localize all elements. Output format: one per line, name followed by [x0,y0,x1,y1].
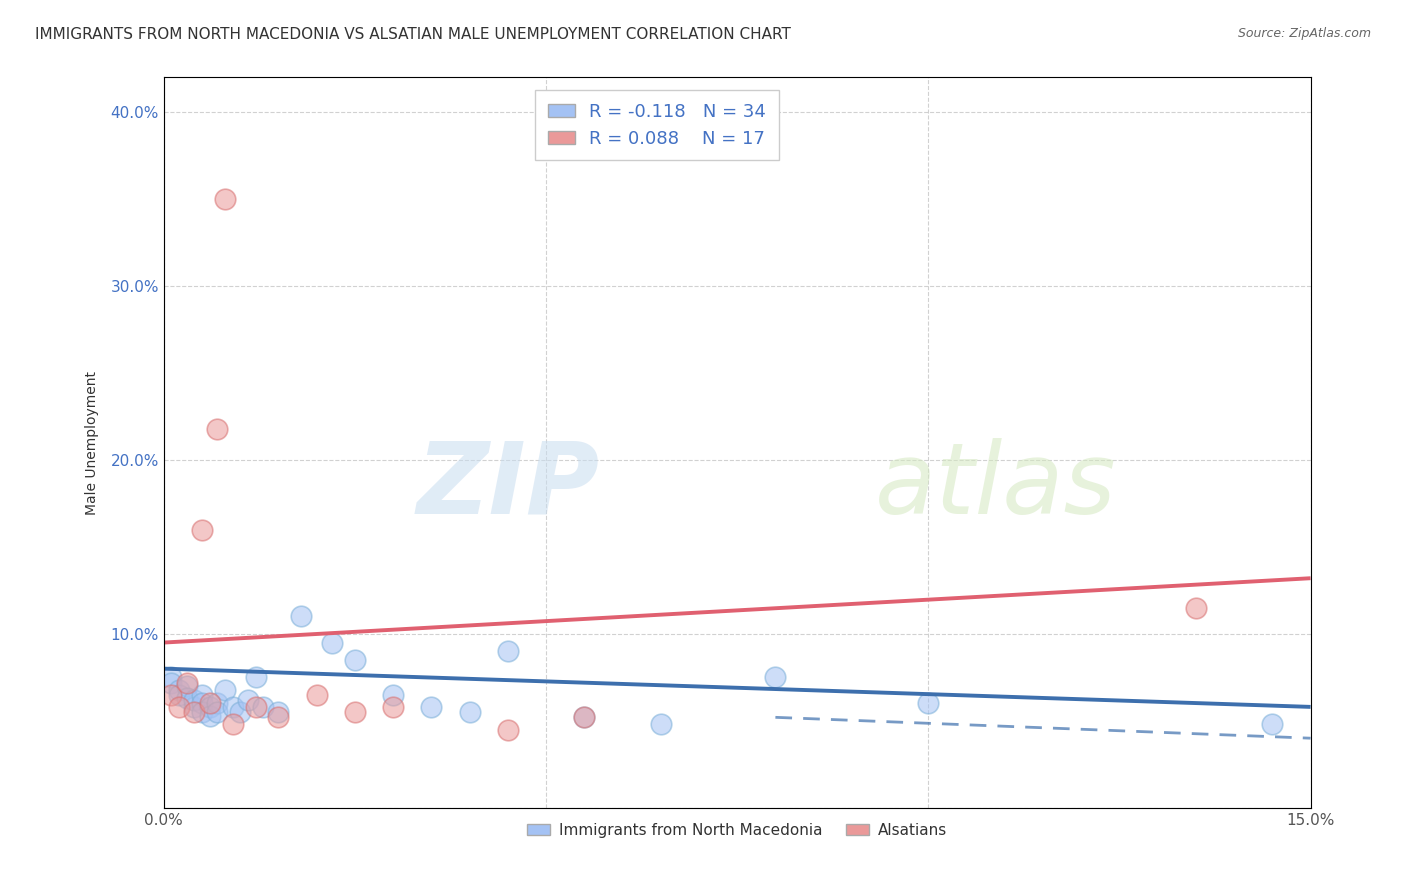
Point [343,705,366,719]
Text: ZIP: ZIP [416,438,599,535]
Point [229,705,252,719]
Point [198,699,221,714]
Point [183,699,205,714]
Point [160,670,183,684]
Point [245,699,267,714]
Y-axis label: Male Unemployment: Male Unemployment [86,370,100,515]
Point [458,705,481,719]
Point [290,609,312,624]
Point [574,710,596,724]
Point [252,699,274,714]
Point [214,682,236,697]
Point [221,699,243,714]
Point [183,693,205,707]
Point [420,699,443,714]
Point [1261,717,1284,731]
Point [267,705,290,719]
Point [207,422,229,436]
Point [1185,600,1208,615]
Point [221,717,243,731]
Point [382,699,405,714]
Point [305,688,328,702]
Point [198,708,221,723]
Point [167,699,190,714]
Point [198,697,221,711]
Point [207,705,229,719]
Point [191,705,214,719]
Point [160,675,183,690]
Point [343,653,366,667]
Point [167,688,190,702]
Point [183,705,205,719]
Legend: Immigrants from North Macedonia, Alsatians: Immigrants from North Macedonia, Alsatia… [522,817,953,844]
Point [191,523,214,537]
Text: Source: ZipAtlas.com: Source: ZipAtlas.com [1237,27,1371,40]
Point [763,670,786,684]
Text: atlas: atlas [875,438,1116,535]
Point [160,688,183,702]
Point [917,697,939,711]
Point [382,688,405,702]
Point [176,679,198,693]
Point [207,697,229,711]
Point [267,710,290,724]
Text: IMMIGRANTS FROM NORTH MACEDONIA VS ALSATIAN MALE UNEMPLOYMENT CORRELATION CHART: IMMIGRANTS FROM NORTH MACEDONIA VS ALSAT… [35,27,792,42]
Point [496,644,519,658]
Point [236,693,259,707]
Point [191,697,214,711]
Point [167,682,190,697]
Point [176,691,198,706]
Point [496,723,519,737]
Point [650,717,672,731]
Point [245,670,267,684]
Point [321,635,343,649]
Point [176,675,198,690]
Point [214,192,236,206]
Point [191,688,214,702]
Point [574,710,596,724]
